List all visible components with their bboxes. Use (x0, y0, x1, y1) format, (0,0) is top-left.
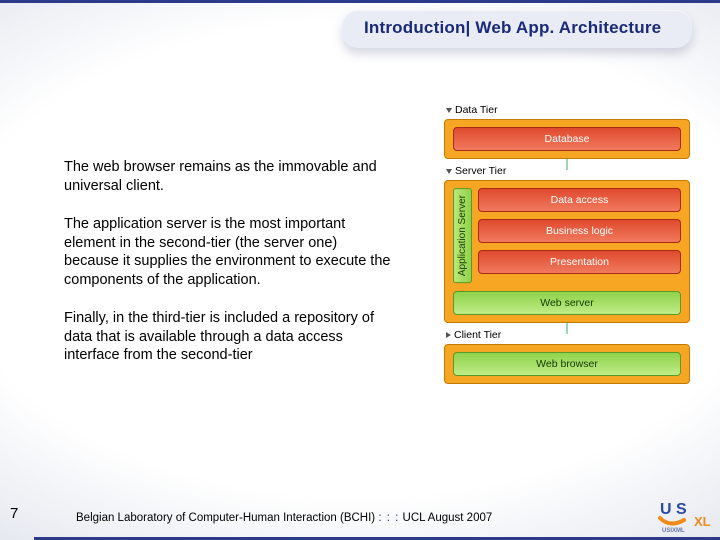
svg-text:XL: XL (694, 514, 711, 529)
svg-text:USIXML: USIXML (662, 528, 685, 534)
triangle-down-icon (446, 108, 452, 113)
footer-dots: : : : (378, 512, 399, 524)
triangle-down-icon (446, 169, 452, 174)
slide-title: Introduction| Web App. Architecture (364, 18, 661, 37)
svg-text:U S: U S (660, 501, 687, 518)
footer-org: Belgian Laboratory of Computer-Human Int… (76, 512, 375, 524)
diagram-node: Database (453, 127, 681, 151)
tier-label-text: Client Tier (454, 329, 501, 341)
tier-label-text: Server Tier (455, 165, 506, 177)
paragraph-3: Finally, in the third-tier is included a… (64, 309, 394, 365)
tier-box: Application Server Data access Business lo… (444, 180, 690, 323)
footer-tail: UCL August 2007 (403, 512, 493, 524)
top-border-line (0, 0, 720, 3)
tier-label: Client Tier (446, 329, 690, 341)
diagram-node: Web server (453, 291, 681, 315)
tier-label: Server Tier (446, 165, 690, 177)
footer-text: Belgian Laboratory of Computer-Human Int… (76, 512, 492, 524)
architecture-diagram: Data Tier Database Server Tier Application … (444, 98, 690, 384)
app-server-column: Data access Business logic Presentation (478, 188, 681, 283)
diagram-node: Web browser (453, 352, 681, 376)
body-text: The web browser remains as the immovable… (64, 158, 394, 385)
diagram-node: Data access (478, 188, 681, 212)
app-server-wrap: Application Server Data access Business lo… (453, 188, 681, 283)
tier-label-text: Data Tier (455, 104, 498, 116)
app-server-label: Application Server (453, 188, 472, 283)
page-number: 7 (10, 505, 18, 522)
tier-box: Web browser (444, 344, 690, 384)
tier-box: Database (444, 119, 690, 159)
triangle-right-icon (446, 332, 451, 338)
paragraph-2: The application server is the most impor… (64, 215, 394, 289)
title-pill: Introduction| Web App. Architecture (342, 10, 692, 48)
slide: Introduction| Web App. Architecture The … (0, 0, 720, 540)
usixml-logo: U S XL USIXML (654, 496, 712, 536)
connector-line (567, 158, 568, 170)
connector-line (567, 322, 568, 334)
paragraph-1: The web browser remains as the immovable… (64, 158, 394, 195)
diagram-node: Presentation (478, 250, 681, 274)
tier-label: Data Tier (446, 104, 690, 116)
diagram-node: Business logic (478, 219, 681, 243)
